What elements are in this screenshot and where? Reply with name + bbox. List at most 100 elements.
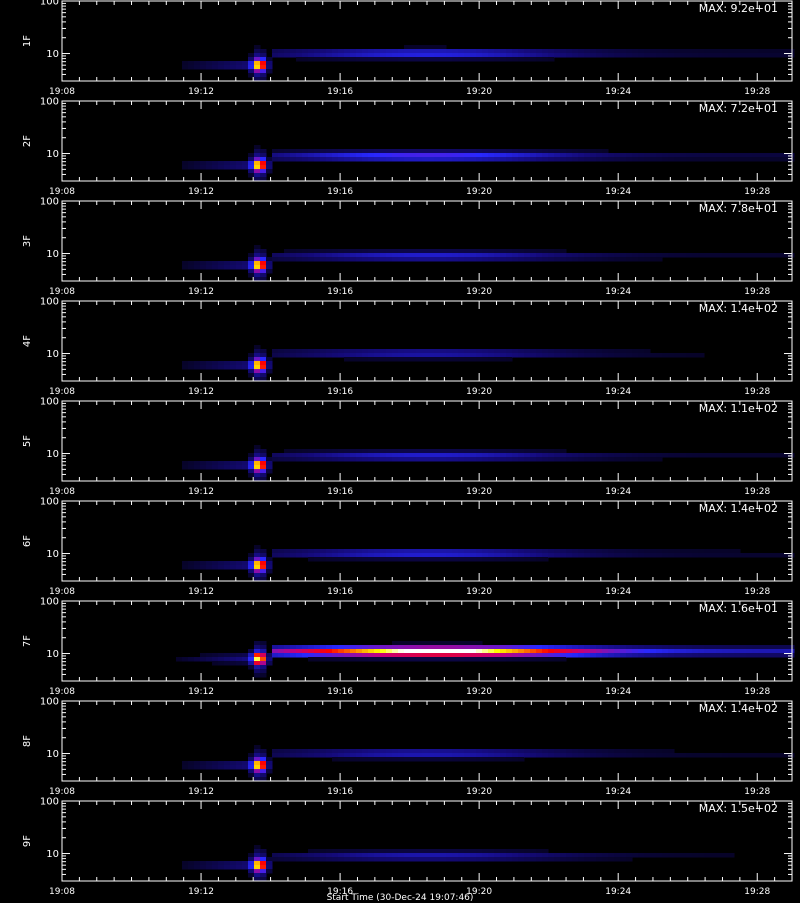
heatmap-cell: [428, 357, 435, 362]
heatmap-cell: [248, 557, 255, 562]
heatmap-cell: [302, 449, 309, 454]
heatmap-cell: [776, 49, 783, 54]
heatmap-cell: [320, 49, 327, 54]
heatmap-cell: [290, 349, 297, 354]
heatmap-cell: [260, 169, 267, 174]
heatmap-cell: [248, 157, 255, 162]
heatmap-cell: [518, 857, 525, 862]
heatmap-cell: [368, 449, 375, 454]
heatmap-cell: [368, 853, 375, 858]
heatmap-cell: [236, 861, 243, 866]
heatmap-cell: [242, 565, 249, 570]
heatmap-cell: [194, 565, 201, 570]
heatmap-cell: [590, 553, 597, 558]
heatmap-cell: [434, 149, 441, 154]
heatmap-cell: [290, 645, 297, 650]
heatmap-cell: [710, 645, 717, 650]
heatmap-cell: [542, 249, 549, 254]
heatmap-cell: [698, 49, 705, 54]
heatmap-cell: [536, 557, 543, 562]
heatmap-cell: [788, 53, 795, 58]
heatmap-cell: [350, 645, 357, 650]
heatmap-cell: [452, 457, 459, 462]
heatmap-cell: [404, 853, 411, 858]
heatmap-cell: [524, 557, 531, 562]
y-tick-label: 10: [46, 549, 59, 560]
heatmap-cell: [542, 253, 549, 258]
heatmap-cell: [530, 849, 537, 854]
heatmap-cell: [512, 757, 519, 762]
heatmap-cell: [392, 153, 399, 158]
heatmap-cell: [776, 653, 783, 658]
heatmap-cell: [260, 157, 267, 162]
heatmap-cell: [236, 561, 243, 566]
heatmap-cell: [566, 653, 573, 658]
heatmap-cell: [470, 357, 477, 362]
heatmap-cell: [614, 53, 621, 58]
heatmap-cell: [548, 657, 555, 662]
heatmap-cell: [332, 553, 339, 558]
heatmap-cell: [782, 453, 789, 458]
heatmap-cell: [656, 157, 663, 162]
heatmap-cell: [548, 457, 555, 462]
heatmap-cell: [308, 857, 315, 862]
heatmap-cell: [260, 477, 267, 482]
max-label: MAX: 1.4e+02: [699, 502, 778, 515]
heatmap-cell: [440, 449, 447, 454]
heatmap-cell: [500, 457, 507, 462]
heatmap-cell: [272, 157, 279, 162]
heatmap-cell: [734, 253, 741, 258]
heatmap-cell: [560, 749, 567, 754]
heatmap-cell: [254, 445, 261, 450]
heatmap-cell: [326, 49, 333, 54]
heatmap-cell: [254, 377, 261, 382]
heatmap-cell: [260, 553, 267, 558]
heatmap-cell: [512, 153, 519, 158]
heatmap-cell: [614, 457, 621, 462]
heatmap-cell: [746, 153, 753, 158]
heatmap-cell: [326, 249, 333, 254]
heatmap-cell: [314, 49, 321, 54]
heatmap-cell: [698, 753, 705, 758]
heatmap-cell: [440, 553, 447, 558]
heatmap-cell: [476, 753, 483, 758]
heatmap-cell: [494, 853, 501, 858]
heatmap-cell: [518, 57, 525, 62]
heatmap-cell: [488, 449, 495, 454]
heatmap-cell: [248, 561, 255, 566]
heatmap-cell: [566, 453, 573, 458]
heatmap-cell: [650, 253, 657, 258]
heatmap-cell: [422, 553, 429, 558]
heatmap-cell: [608, 49, 615, 54]
heatmap-cell: [548, 753, 555, 758]
heatmap-cell: [284, 449, 291, 454]
heatmap-cell: [416, 457, 423, 462]
heatmap-cell: [356, 653, 363, 658]
heatmap-cell: [440, 457, 447, 462]
heatmap-cell: [404, 749, 411, 754]
heatmap-cell: [470, 49, 477, 54]
heatmap-cell: [410, 657, 417, 662]
heatmap-cell: [584, 49, 591, 54]
heatmap-cell: [518, 653, 525, 658]
heatmap-cell: [260, 457, 267, 462]
x-tick-label: 19:16: [327, 687, 353, 697]
heatmap-cell: [494, 557, 501, 562]
heatmap-cell: [548, 253, 555, 258]
heatmap-cell: [488, 253, 495, 258]
heatmap-cell: [398, 149, 405, 154]
heatmap-cell: [428, 649, 435, 654]
heatmap-cell: [380, 353, 387, 358]
heatmap-cell: [482, 657, 489, 662]
heatmap-cell: [530, 453, 537, 458]
heatmap-cell: [338, 453, 345, 458]
heatmap-cell: [656, 49, 663, 54]
heatmap-cell: [758, 153, 765, 158]
heatmap-cell: [392, 653, 399, 658]
heatmap-cell: [716, 649, 723, 654]
heatmap-cell: [314, 457, 321, 462]
heatmap-cell: [788, 753, 795, 758]
x-tick-label: 19:28: [744, 487, 770, 497]
heatmap-cell: [656, 457, 663, 462]
heatmap-cell: [362, 649, 369, 654]
